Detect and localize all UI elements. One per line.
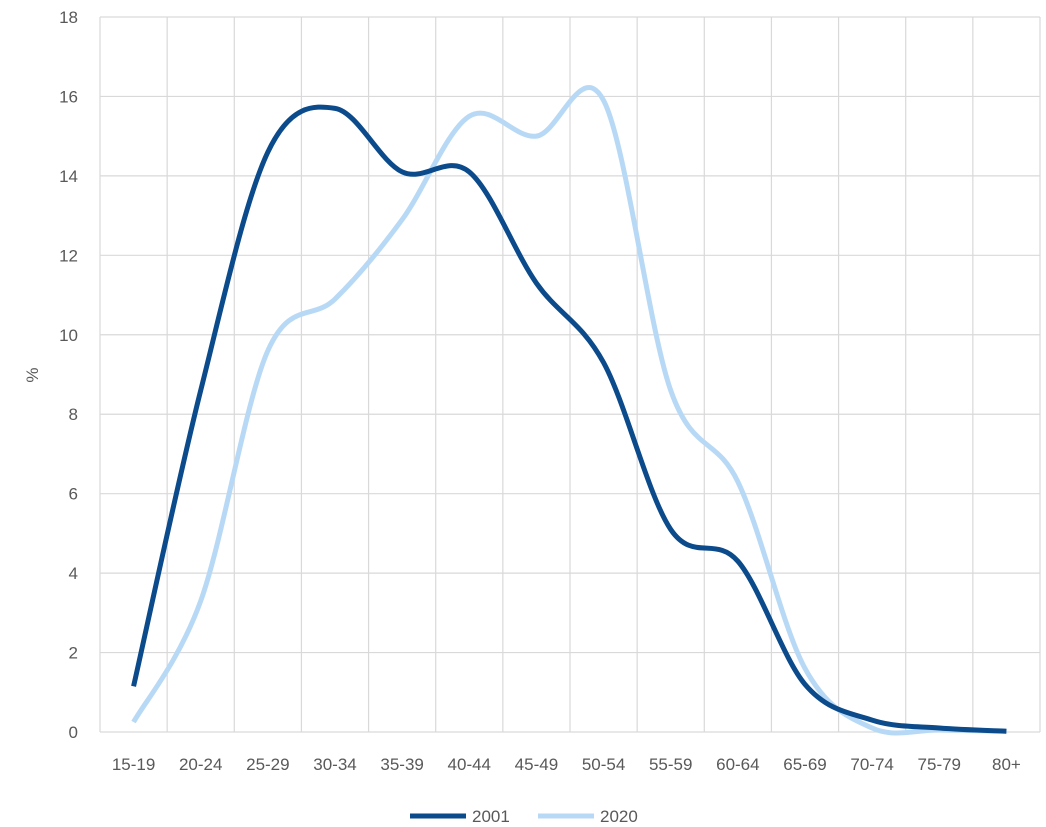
y-axis-title: %	[23, 367, 42, 382]
x-tick-label: 15-19	[112, 755, 155, 774]
y-tick-label: 8	[69, 405, 78, 424]
x-tick-label: 50-54	[582, 755, 625, 774]
series-layer	[131, 85, 1007, 736]
x-tick-label: 40-44	[448, 755, 491, 774]
legend-label-2020: 2020	[600, 807, 638, 826]
y-tick-label: 16	[59, 87, 78, 106]
x-tick-label: 80+	[992, 755, 1021, 774]
y-tick-label: 4	[69, 564, 78, 583]
x-tick-label: 75-79	[918, 755, 961, 774]
x-tick-label: 35-39	[380, 755, 423, 774]
y-tick-label: 6	[69, 485, 78, 504]
series-line-2001	[131, 104, 1007, 734]
x-tick-label: 30-34	[313, 755, 356, 774]
x-tick-label: 65-69	[783, 755, 826, 774]
legend-label-2001: 2001	[472, 807, 510, 826]
x-tick-label: 55-59	[649, 755, 692, 774]
y-tick-label: 14	[59, 167, 78, 186]
y-tick-label: 18	[59, 8, 78, 27]
y-tick-label: 0	[69, 723, 78, 742]
y-axis-ticks: 0 2 4 6 8 10 12 14 16 18	[59, 8, 78, 742]
x-tick-label: 45-49	[515, 755, 558, 774]
x-tick-label: 20-24	[179, 755, 222, 774]
x-tick-label: 25-29	[246, 755, 289, 774]
y-tick-label: 12	[59, 246, 78, 265]
y-tick-label: 2	[69, 644, 78, 663]
legend: 2001 2020	[410, 807, 638, 826]
gridlines	[99, 16, 1041, 733]
y-tick-label: 10	[59, 326, 78, 345]
x-tick-label: 60-64	[716, 755, 759, 774]
series-line-2020	[131, 85, 1007, 736]
x-tick-label: 70-74	[850, 755, 893, 774]
x-axis-ticks: 15-19 20-24 25-29 30-34 35-39 40-44 45-49 50-54…	[112, 755, 1021, 774]
